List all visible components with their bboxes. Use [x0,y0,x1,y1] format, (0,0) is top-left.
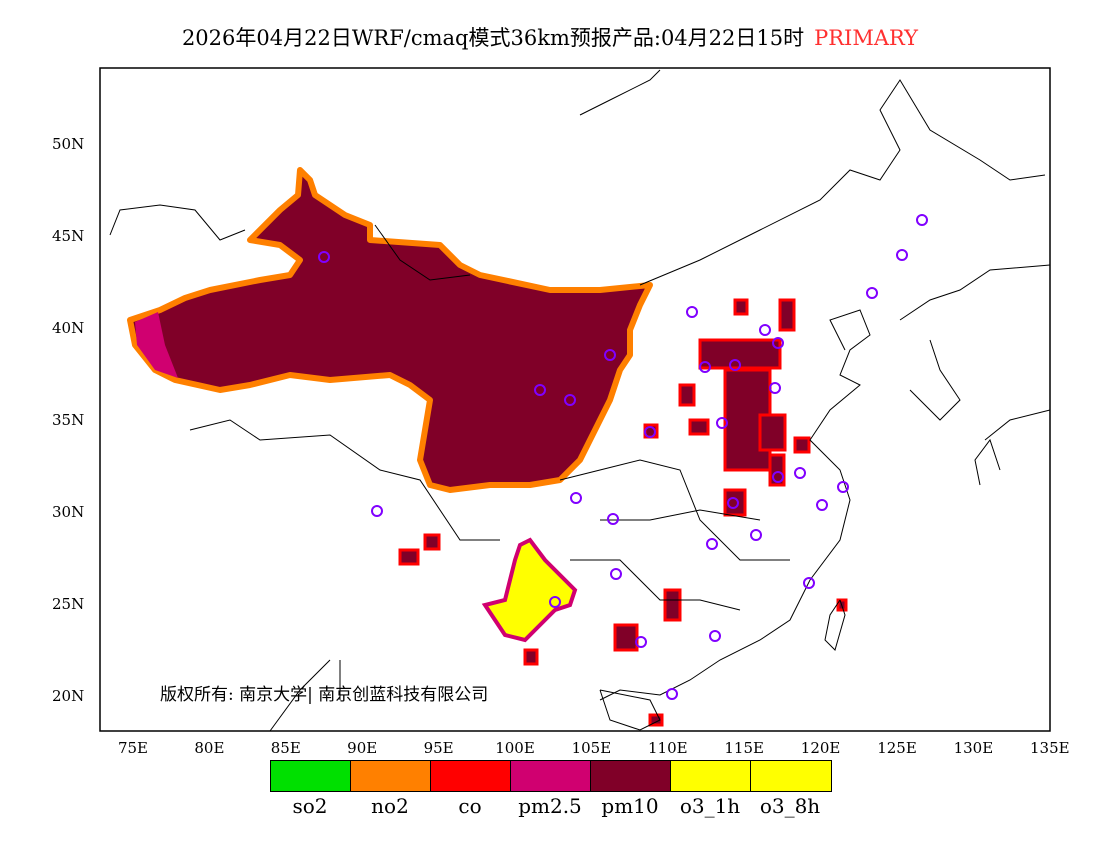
station-marker [318,251,330,263]
legend-colorbar [270,760,832,792]
station-marker [570,492,582,504]
legend-label: o3_1h [679,794,741,818]
lon-label: 125E [877,739,917,757]
pm10-region-northwest [127,167,653,493]
o3-region-yunnan [481,537,578,643]
station-marker [564,394,576,406]
lon-label: 85E [270,739,301,757]
station-marker [644,426,656,438]
legend-swatch-pm2.5 [511,761,591,791]
legend-swatch-co [431,761,511,791]
station-marker [635,636,647,648]
lat-label: 50N [52,135,85,153]
lat-label: 40N [52,319,85,337]
station-marker [534,384,546,396]
station-marker [816,499,828,511]
legend-label: o3_8h [759,794,821,818]
station-marker [772,471,784,483]
lon-label: 110E [648,739,688,757]
legend-swatch-so2 [271,761,351,791]
station-marker [896,249,908,261]
station-marker [794,467,806,479]
station-marker [729,359,741,371]
station-marker [610,568,622,580]
station-marker [769,382,781,394]
station-marker [706,538,718,550]
lat-label: 45N [52,227,85,245]
lon-label: 115E [724,739,764,757]
station-marker [699,361,711,373]
legend-label: co [458,794,482,818]
station-marker [604,349,616,361]
station-marker [866,287,878,299]
station-marker [772,337,784,349]
station-markers [318,214,928,700]
boundaries [109,69,1051,732]
lon-label: 75E [117,739,149,757]
lon-label: 135E [1030,739,1070,757]
lon-label: 100E [495,739,535,757]
legend-swatch-o3_8h [751,761,831,791]
station-marker [549,596,561,608]
legend-swatch-no2 [351,761,431,791]
station-marker [727,497,739,509]
legend-swatch-pm10 [591,761,671,791]
legend-label: pm10 [601,794,659,818]
title-text: 2026年04月22日WRF/cmaq模式36km预报产品:04月22日15时 [181,26,805,50]
legend-label: so2 [292,794,328,818]
lon-label: 120E [800,739,841,757]
station-marker [716,417,728,429]
legend-swatch-o3_1h [671,761,751,791]
station-marker [709,630,721,642]
lon-label: 90E [347,739,378,757]
title-pollutant-tag: PRIMARY [814,26,919,50]
copyright-text: 版权所有: 南京大学| 南京创蓝科技有限公司 [160,685,489,705]
station-marker [750,529,762,541]
lon-label: 130E [953,739,994,757]
station-marker [916,214,928,226]
lon-label: 105E [571,739,612,757]
lat-label: 30N [52,503,85,521]
legend-label: pm2.5 [518,794,582,818]
map-title: 2026年04月22日WRF/cmaq模式36km预报产品:04月22日15时 P… [0,22,1100,52]
legend-labels: so2 no2 co pm2.5 pm10 o3_1h o3_8h [270,794,830,818]
lon-label: 95E [423,739,454,757]
station-marker [371,505,383,517]
station-marker [607,513,619,525]
station-marker [686,306,698,318]
pm25-patch-west [135,312,178,378]
station-marker [837,481,849,493]
station-marker [803,577,815,589]
lat-label: 20N [52,687,85,705]
station-marker [666,688,678,700]
lat-label: 35N [52,411,85,429]
lat-label: 25N [52,595,85,613]
legend-label: no2 [371,794,409,818]
lon-label: 80E [194,739,225,757]
station-marker [759,324,771,336]
